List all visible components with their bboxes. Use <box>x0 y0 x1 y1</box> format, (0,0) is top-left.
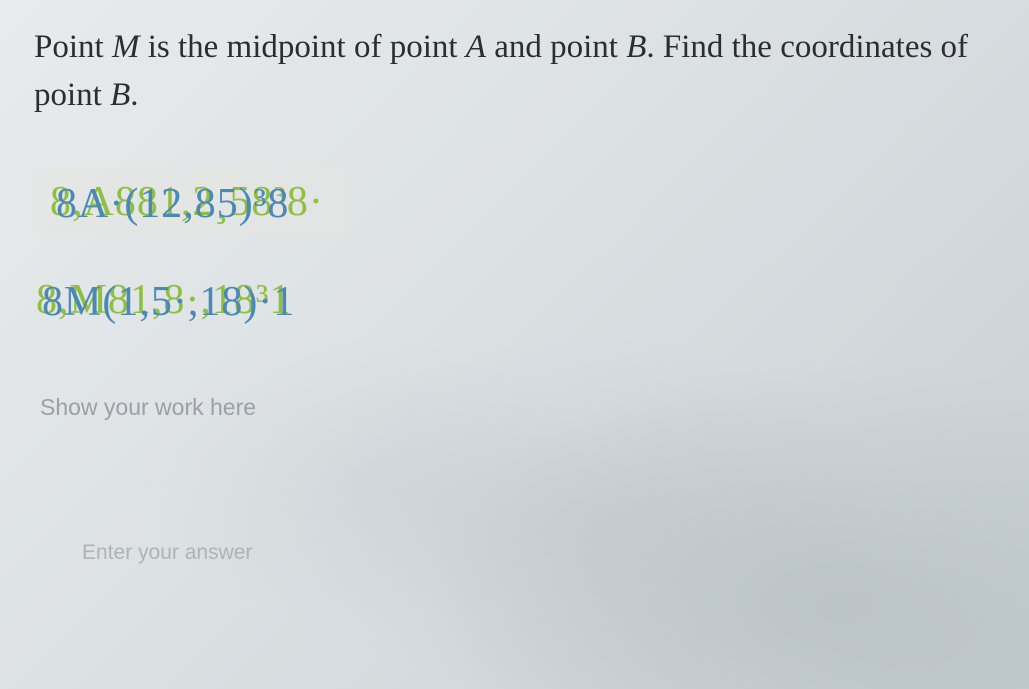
enter-answer-placeholder[interactable]: Enter your answer <box>82 541 995 565</box>
given-point-a: 8,A881,2¸58³8· 8A·(12,85)³8 <box>50 178 324 226</box>
question-text: Point M is the midpoint of point A and p… <box>34 24 994 120</box>
q-var-b2: B <box>110 77 130 113</box>
q-end: . <box>130 77 138 113</box>
given-a-front-layer: 8A·(12,85)³8 <box>56 180 289 228</box>
q-mid2: and point <box>486 29 626 65</box>
q-var-m: M <box>112 29 140 65</box>
given-point-m: 8,M81,8·,18³1 8M(1,5·,18)·1 <box>36 276 291 324</box>
q-var-b1: B <box>626 29 646 65</box>
q-prefix: Point <box>34 29 112 65</box>
q-mid1: is the midpoint of point <box>139 29 465 65</box>
given-m-front-layer: 8M(1,5·,18)·1 <box>42 278 295 326</box>
show-work-placeholder[interactable]: Show your work here <box>40 394 995 421</box>
given-point-a-box: 8,A881,2¸58³8· 8A·(12,85)³8 <box>36 168 346 236</box>
q-var-a: A <box>466 29 486 65</box>
